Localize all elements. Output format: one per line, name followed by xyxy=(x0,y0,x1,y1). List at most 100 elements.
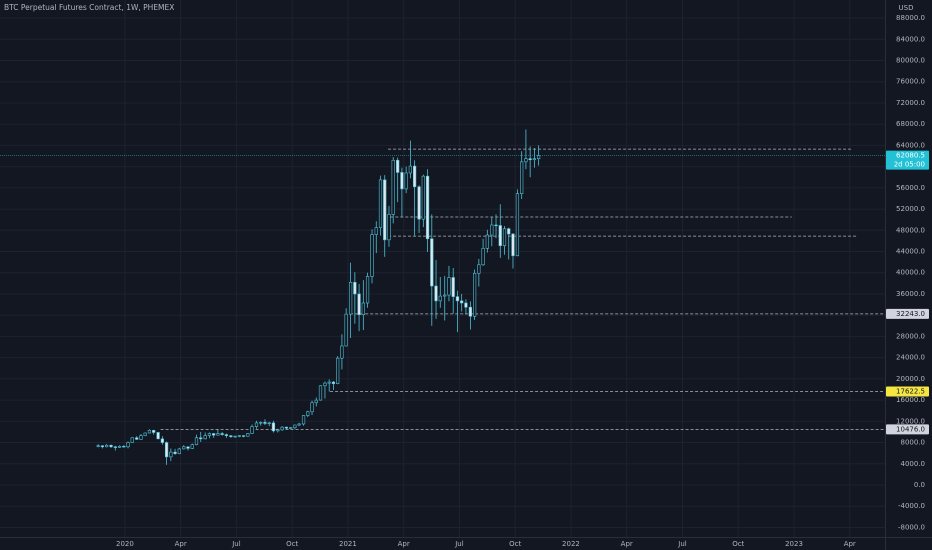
candle-body xyxy=(348,281,353,315)
candle-body xyxy=(477,264,481,274)
candle-body xyxy=(143,432,147,436)
candle-body xyxy=(306,411,310,416)
candle-body xyxy=(520,161,524,194)
candle-body xyxy=(96,445,100,447)
candle-body xyxy=(498,225,502,246)
y-tick-label: 8000.0 xyxy=(901,439,926,447)
x-tick-label: Oct xyxy=(732,540,744,548)
y-tick-label: 84000.0 xyxy=(896,35,925,43)
y-tick-label: 56000.0 xyxy=(896,184,925,192)
candle-body xyxy=(430,238,434,287)
candle-body xyxy=(169,451,173,458)
candle-body xyxy=(160,438,164,443)
candle-body xyxy=(199,437,203,440)
countdown-label: 2d 05:00 xyxy=(894,161,925,169)
y-tick-label: 36000.0 xyxy=(896,290,925,298)
candle-body xyxy=(524,158,528,163)
x-tick-label: Apr xyxy=(621,540,633,548)
y-tick-label: 80000.0 xyxy=(896,56,925,64)
y-tick-label: 20000.0 xyxy=(896,375,925,383)
candle-body xyxy=(323,382,327,387)
candle-body xyxy=(259,422,263,424)
candle-body xyxy=(122,445,126,448)
candle-body xyxy=(109,444,113,448)
x-tick-label: Jul xyxy=(677,540,687,548)
candle-body xyxy=(156,432,160,440)
candle-body xyxy=(327,381,331,384)
y-tick-label: 52000.0 xyxy=(896,205,925,213)
candle-body xyxy=(468,306,472,317)
candle-body xyxy=(263,422,267,424)
candle-body xyxy=(396,159,400,173)
candle-body xyxy=(164,442,169,458)
candle-body xyxy=(490,224,494,236)
candle-body xyxy=(301,415,306,425)
x-tick-label: Apr xyxy=(398,540,410,548)
candle-body xyxy=(336,357,340,384)
candle-body xyxy=(537,155,541,159)
candle-body xyxy=(297,423,301,426)
candle-body xyxy=(391,159,395,215)
candle-body xyxy=(100,445,104,448)
y-tick-label: 68000.0 xyxy=(896,120,925,128)
x-tick-label: 2020 xyxy=(116,540,134,548)
candle-body xyxy=(212,433,216,436)
candle-body xyxy=(502,228,507,246)
y-tick-label: 0.0 xyxy=(914,481,925,489)
x-tick-label: 2022 xyxy=(562,540,580,548)
y-tick-label: 76000.0 xyxy=(896,78,925,86)
y-tick-label: 72000.0 xyxy=(896,99,925,107)
candle-body xyxy=(425,175,430,240)
candle-body xyxy=(387,214,391,241)
candle-body xyxy=(276,429,280,432)
candle-body xyxy=(293,424,297,428)
candle-body xyxy=(481,248,485,266)
y-tick-label: 28000.0 xyxy=(896,332,925,340)
y-tick-label: 24000.0 xyxy=(896,354,925,362)
candle-body xyxy=(408,165,412,174)
y-tick-label: 4000.0 xyxy=(901,460,926,468)
candle-body xyxy=(434,285,438,302)
candle-body xyxy=(246,433,250,437)
candle-body xyxy=(267,422,271,425)
candle-body xyxy=(331,381,336,384)
candle-body xyxy=(528,158,532,161)
level-label-box xyxy=(886,308,929,319)
candle-body xyxy=(152,430,156,433)
candle-body xyxy=(173,451,177,454)
chart-title: BTC Perpetual Futures Contract, 1W, PHEM… xyxy=(4,3,174,12)
candle-body xyxy=(438,295,442,302)
candle-body xyxy=(473,272,477,317)
x-tick-label: Apr xyxy=(844,540,856,548)
candle-body xyxy=(177,448,181,454)
y-tick-label: 44000.0 xyxy=(896,248,925,256)
candle-body xyxy=(318,385,323,401)
candle-body xyxy=(314,399,318,404)
candle-body xyxy=(237,435,241,437)
candle-body xyxy=(194,437,199,445)
candle-body xyxy=(186,446,190,449)
last-price-box xyxy=(886,150,929,170)
candle-body xyxy=(220,433,224,435)
level-label-box xyxy=(886,424,929,435)
candle-body xyxy=(443,294,447,297)
candle-body xyxy=(400,172,404,190)
candle-body xyxy=(464,302,468,308)
candle-body xyxy=(280,426,284,431)
candle-body xyxy=(374,227,378,235)
candle-body xyxy=(203,435,207,440)
candle-body xyxy=(284,426,288,429)
level-label-box xyxy=(886,386,929,397)
candle-body xyxy=(485,234,489,249)
x-tick-label: Apr xyxy=(175,540,187,548)
currency-label: USD xyxy=(899,4,914,12)
candle-body xyxy=(271,422,276,432)
last-price-label: 62080.5 xyxy=(896,152,925,160)
candle-body xyxy=(494,224,498,227)
candle-body xyxy=(340,345,344,359)
candle-body xyxy=(353,281,357,295)
y-tick-label: 40000.0 xyxy=(896,269,925,277)
